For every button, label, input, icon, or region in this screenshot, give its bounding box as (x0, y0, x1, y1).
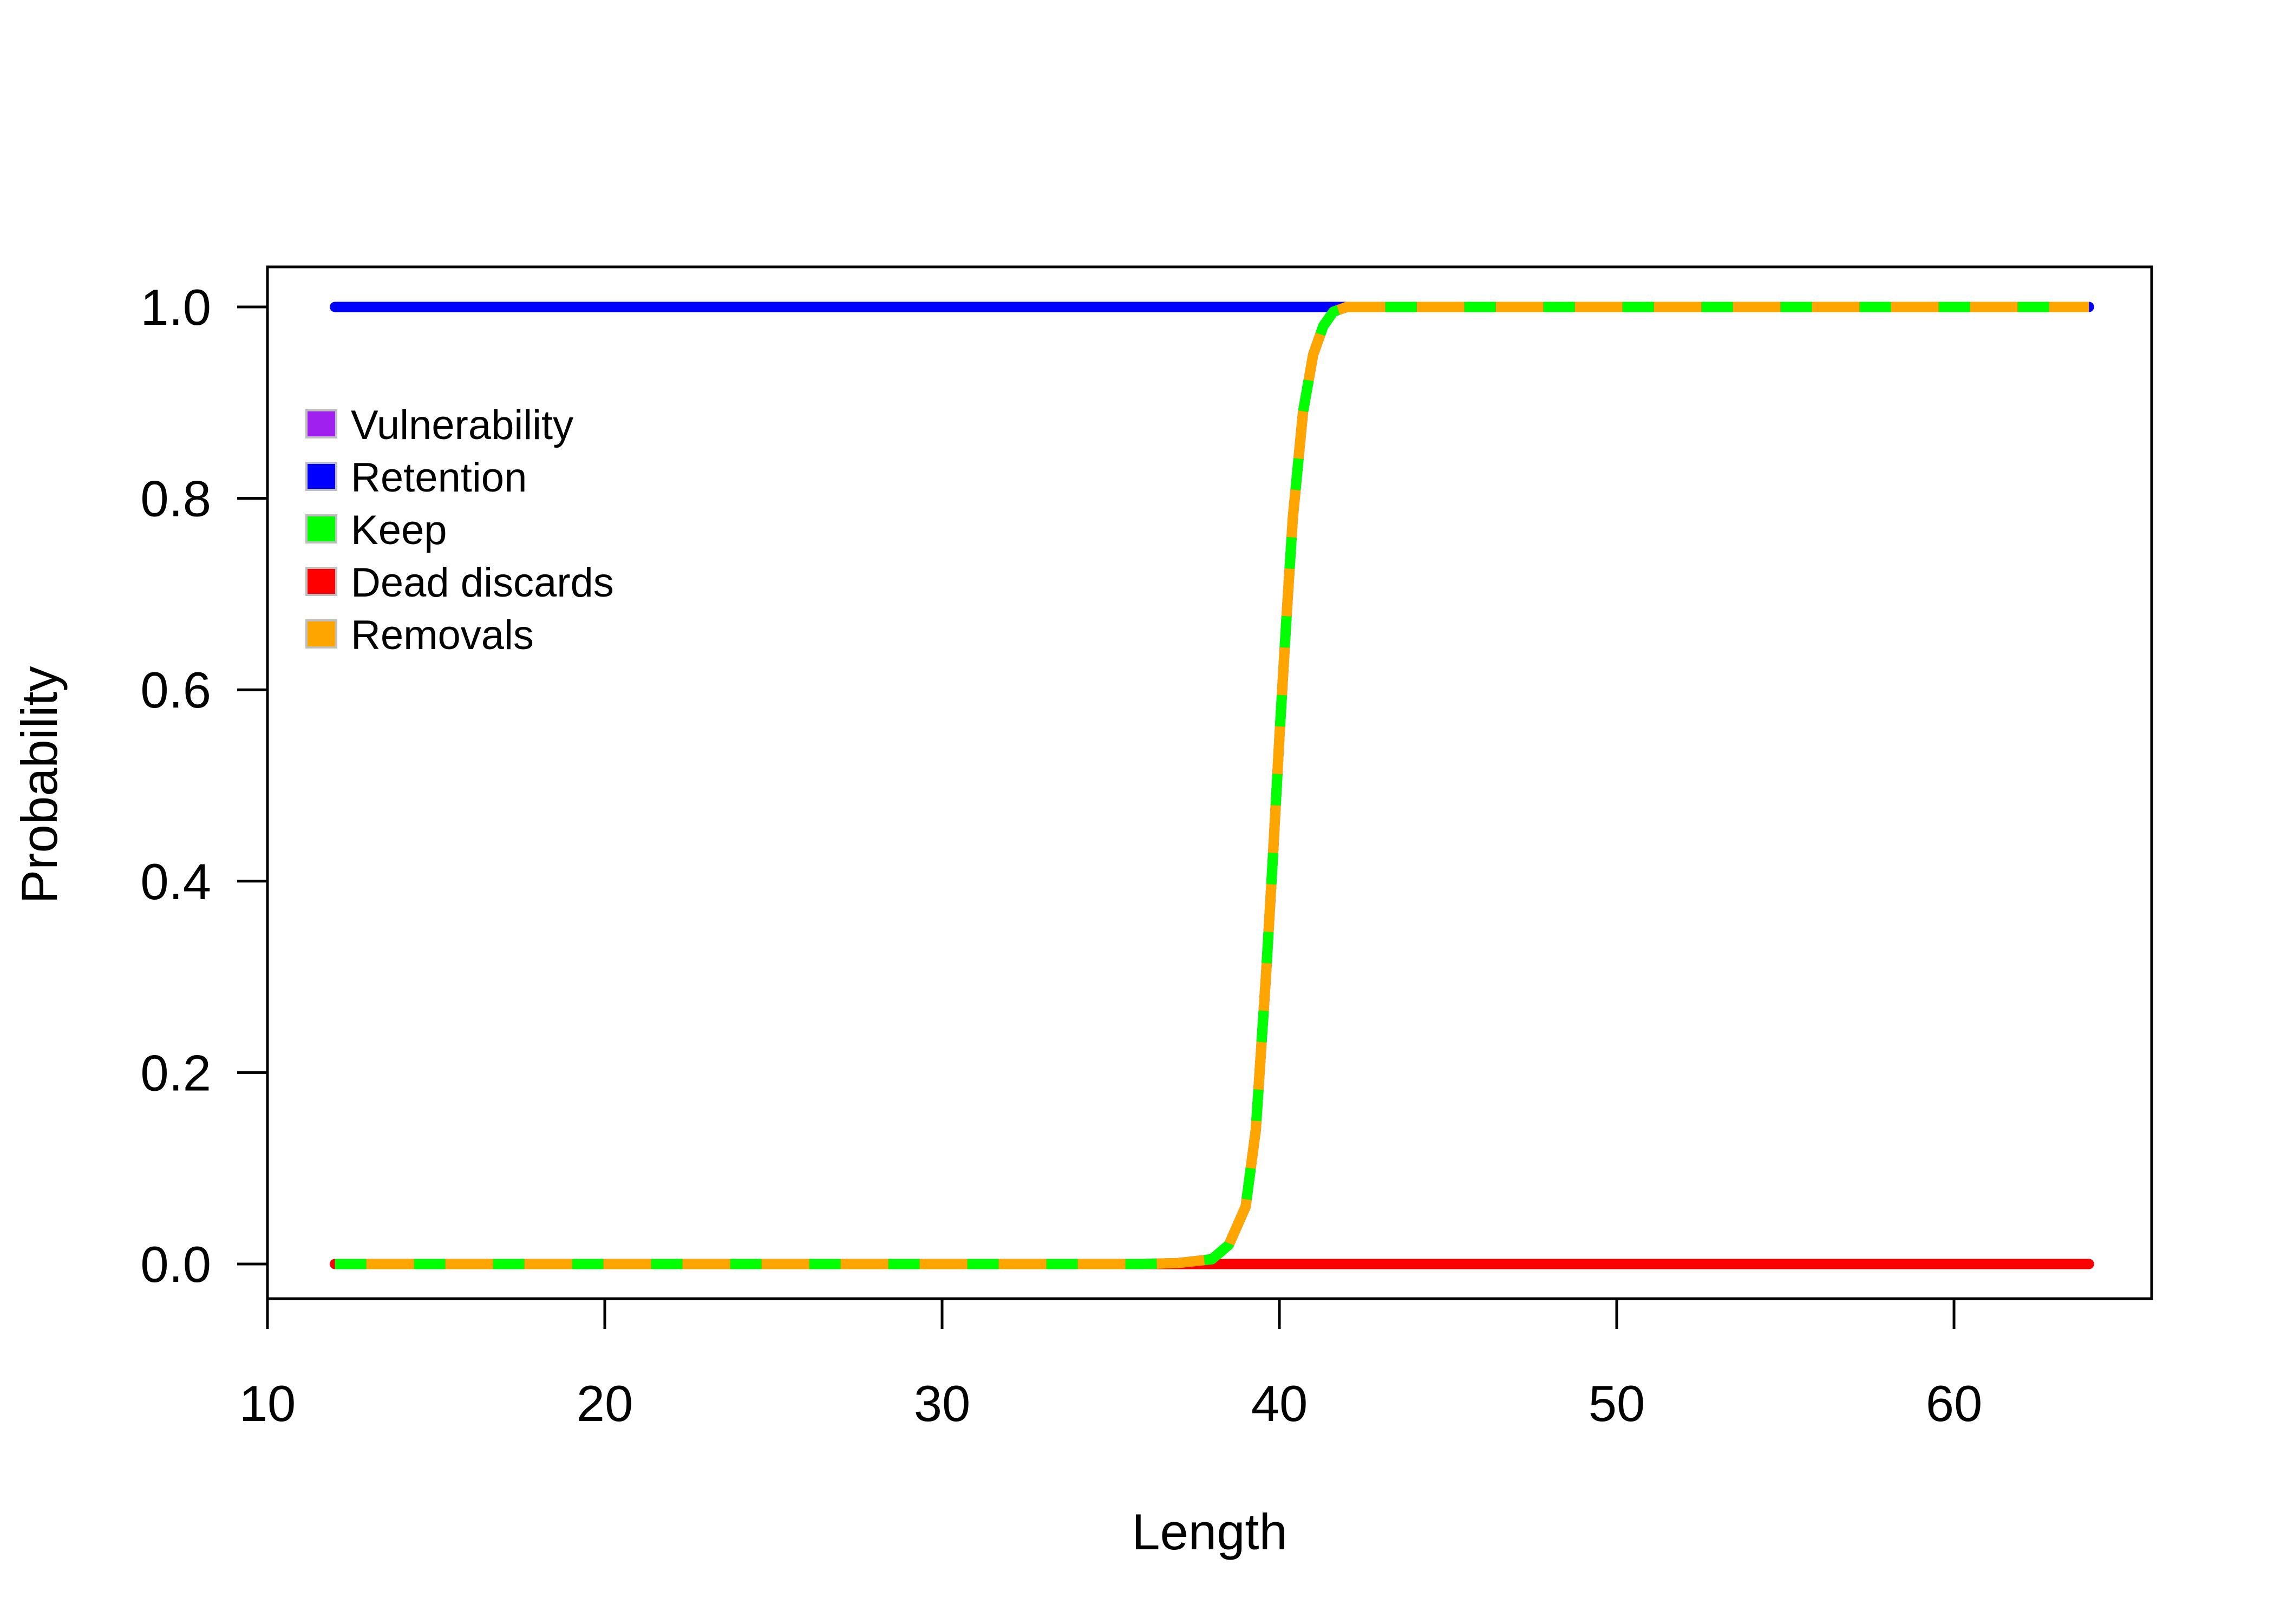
legend-label: Removals (351, 612, 534, 658)
x-tick-label: 60 (1926, 1375, 1983, 1432)
series-line-keep (335, 302, 2089, 1269)
legend-label: Retention (351, 455, 527, 501)
legend-label: Dead discards (351, 560, 614, 606)
x-tick-label: 30 (914, 1375, 971, 1432)
x-tick-label: 50 (1589, 1375, 1645, 1432)
legend-label: Vulnerability (351, 402, 573, 448)
x-tick-label: 10 (239, 1375, 296, 1432)
y-tick-label: 0.2 (140, 1044, 211, 1101)
legend-swatch (305, 462, 337, 491)
series-line-removals (335, 302, 2089, 1269)
x-tick-label: 40 (1251, 1375, 1308, 1432)
y-axis-title: Probability (11, 666, 68, 904)
legend: Vulnerability Retention Keep Dead discards R… (305, 402, 614, 658)
x-tick-label: 20 (577, 1375, 633, 1432)
x-axis: 10 20 30 40 50 60 (239, 1297, 1983, 1432)
series-line-vulnerability (330, 302, 2094, 1269)
legend-swatch (305, 567, 337, 596)
series-layer (330, 302, 2094, 1269)
legend-swatch (305, 619, 337, 649)
legend-swatch (305, 514, 337, 543)
y-tick-label: 0.0 (140, 1236, 211, 1293)
y-tick-label: 1.0 (140, 279, 211, 336)
y-tick-label: 0.8 (140, 470, 211, 527)
y-tick-label: 0.4 (140, 853, 211, 910)
y-axis: 0.0 0.2 0.4 0.6 0.8 1.0 (140, 279, 269, 1293)
x-axis-title: Length (1132, 1503, 1288, 1560)
y-tick-label: 0.6 (140, 662, 211, 718)
legend-label: Keep (351, 507, 447, 553)
legend-swatch (305, 409, 337, 438)
